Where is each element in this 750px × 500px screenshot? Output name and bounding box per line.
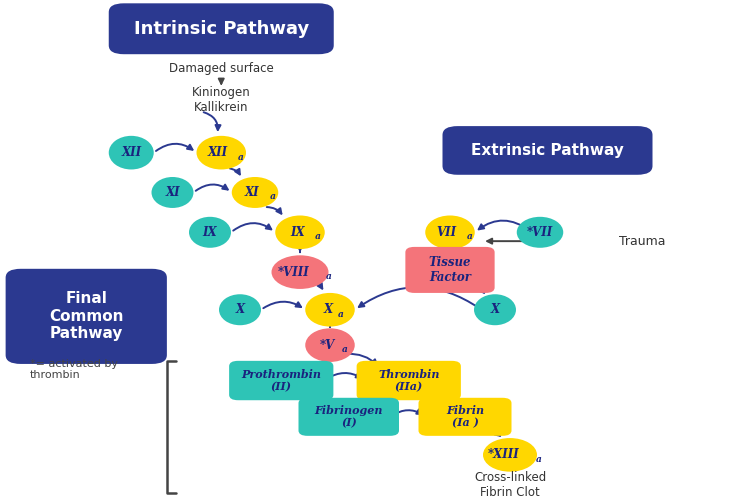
FancyArrowPatch shape xyxy=(474,288,484,293)
FancyArrowPatch shape xyxy=(358,287,479,308)
FancyArrowPatch shape xyxy=(267,207,281,214)
Text: VII: VII xyxy=(436,226,456,239)
Text: Intrinsic Pathway: Intrinsic Pathway xyxy=(134,20,309,38)
Text: Trauma: Trauma xyxy=(619,234,665,248)
FancyArrowPatch shape xyxy=(196,184,228,191)
Text: Prothrombin
(II): Prothrombin (II) xyxy=(242,368,321,392)
FancyArrowPatch shape xyxy=(418,393,445,401)
Text: Cross-linked
Fibrin Clot: Cross-linked Fibrin Clot xyxy=(474,470,546,498)
Text: X: X xyxy=(236,303,244,316)
Text: *VIII: *VIII xyxy=(278,266,309,278)
Ellipse shape xyxy=(232,177,278,208)
FancyArrowPatch shape xyxy=(263,302,301,308)
Ellipse shape xyxy=(109,136,154,170)
Ellipse shape xyxy=(275,216,325,249)
Text: *VII: *VII xyxy=(526,226,553,239)
FancyArrowPatch shape xyxy=(346,354,376,364)
Text: *= activated by
thrombin: *= activated by thrombin xyxy=(30,358,118,380)
Ellipse shape xyxy=(152,177,194,208)
Ellipse shape xyxy=(305,328,355,362)
Ellipse shape xyxy=(425,216,475,249)
Ellipse shape xyxy=(196,136,246,170)
Ellipse shape xyxy=(517,217,563,248)
Text: Damaged surface: Damaged surface xyxy=(169,62,274,75)
FancyArrowPatch shape xyxy=(485,430,500,436)
Ellipse shape xyxy=(219,294,261,325)
Text: a: a xyxy=(466,232,472,241)
FancyArrowPatch shape xyxy=(478,220,530,230)
Text: a: a xyxy=(326,272,332,281)
Ellipse shape xyxy=(189,217,231,248)
Text: X: X xyxy=(324,303,333,316)
Text: a: a xyxy=(536,455,542,464)
Text: *V: *V xyxy=(320,338,335,351)
FancyBboxPatch shape xyxy=(230,361,333,400)
Text: a: a xyxy=(338,310,344,318)
Ellipse shape xyxy=(272,256,328,289)
Text: XI: XI xyxy=(245,186,260,199)
Text: Tissue
Factor: Tissue Factor xyxy=(429,256,471,284)
Text: Final
Common
Pathway: Final Common Pathway xyxy=(49,292,124,342)
Text: Fibrin
(Ia ): Fibrin (Ia ) xyxy=(446,405,484,428)
FancyBboxPatch shape xyxy=(405,247,495,293)
Text: XII: XII xyxy=(207,146,227,159)
Text: Fibrinogen
(I): Fibrinogen (I) xyxy=(314,405,383,428)
FancyBboxPatch shape xyxy=(109,4,334,54)
FancyArrowPatch shape xyxy=(326,373,361,379)
FancyArrowPatch shape xyxy=(392,410,422,416)
Text: XI: XI xyxy=(165,186,180,199)
FancyArrowPatch shape xyxy=(316,283,322,288)
Text: XII: XII xyxy=(122,146,141,159)
FancyArrowPatch shape xyxy=(233,223,272,230)
FancyArrowPatch shape xyxy=(204,112,220,130)
Text: a: a xyxy=(238,152,244,162)
Text: Kininogen
Kallikrein: Kininogen Kallikrein xyxy=(192,86,250,114)
FancyBboxPatch shape xyxy=(419,398,512,436)
Text: Thrombin
(IIa): Thrombin (IIa) xyxy=(378,368,440,392)
Ellipse shape xyxy=(483,438,537,472)
Ellipse shape xyxy=(305,293,355,326)
Ellipse shape xyxy=(474,294,516,325)
Text: X: X xyxy=(490,303,500,316)
Text: IX: IX xyxy=(290,226,304,239)
FancyBboxPatch shape xyxy=(6,269,166,364)
FancyArrowPatch shape xyxy=(230,168,240,174)
FancyBboxPatch shape xyxy=(442,126,652,175)
Text: IX: IX xyxy=(202,226,217,239)
Text: *XIII: *XIII xyxy=(488,448,519,462)
Text: a: a xyxy=(312,232,321,241)
FancyArrowPatch shape xyxy=(156,144,193,151)
Text: a: a xyxy=(267,192,276,202)
Text: a: a xyxy=(342,345,348,354)
Text: Extrinsic Pathway: Extrinsic Pathway xyxy=(471,143,624,158)
FancyBboxPatch shape xyxy=(298,398,399,436)
FancyBboxPatch shape xyxy=(357,361,460,400)
